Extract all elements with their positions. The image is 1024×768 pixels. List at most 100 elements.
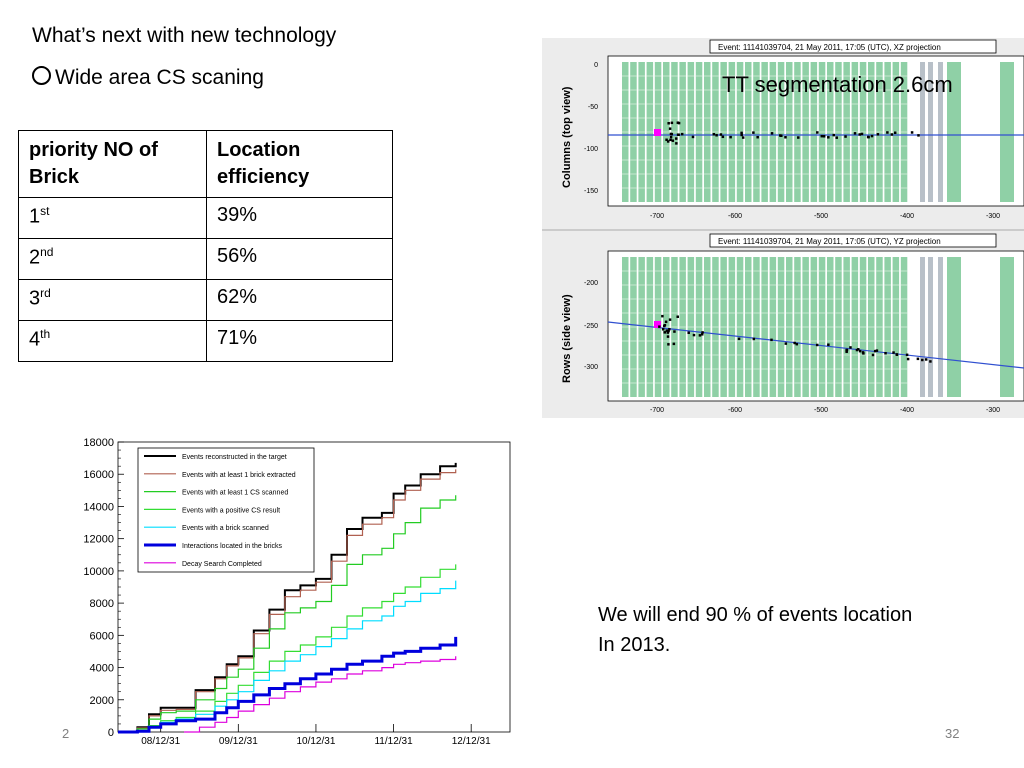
series-line	[118, 495, 457, 733]
spectrometer-plane	[920, 257, 925, 397]
hit-point	[845, 350, 848, 353]
svg-text:-700: -700	[650, 407, 664, 414]
hit-point	[670, 121, 674, 125]
yz-projection-pane: Event: 11141039704, 21 May 2011, 17:05 (…	[561, 233, 1024, 414]
hit-point	[712, 132, 716, 136]
priority-table: priority NO of Brick Location efficiency…	[18, 130, 393, 362]
hit-point	[715, 134, 718, 137]
spectrometer-plane	[920, 62, 925, 202]
slide-title: What’s next with new technology	[32, 24, 337, 47]
y-tick-label: 6000	[90, 630, 114, 642]
conclusion-text: We will end 90 % of events location In 2…	[598, 600, 912, 660]
hit-point	[770, 132, 774, 135]
table-row: 4th 71%	[18, 320, 393, 362]
series-line	[118, 469, 457, 733]
series-line	[184, 656, 457, 733]
spectrometer-plane	[928, 257, 933, 397]
legend-entry: Decay Search Completed	[182, 561, 262, 568]
hit-point	[873, 349, 877, 353]
legend-entry: Events with a brick scanned	[182, 525, 269, 532]
legend-entry: Events with a positive CS result	[182, 507, 280, 514]
hit-point	[860, 132, 864, 136]
hit-point	[668, 318, 672, 321]
vertex-marker	[654, 129, 661, 136]
svg-text:-600: -600	[728, 407, 742, 414]
hit-point	[675, 137, 678, 140]
hit-point	[871, 353, 875, 357]
y-tick-label: 12000	[83, 534, 114, 546]
hit-point	[917, 134, 920, 137]
hit-point	[816, 131, 819, 134]
hit-point	[671, 139, 675, 142]
svg-text:-300: -300	[986, 407, 1000, 414]
hit-point	[661, 328, 665, 331]
detector-wall	[947, 62, 961, 202]
hit-point	[673, 330, 676, 333]
bullet-text: Wide area CS scaning	[55, 66, 264, 89]
hit-point	[857, 348, 860, 351]
conclusion-line-1: We will end 90 % of events location	[598, 604, 913, 626]
hit-point	[658, 325, 661, 328]
hit-point	[666, 331, 670, 334]
hit-point	[845, 348, 849, 352]
bottom-pane-title: Event: 11141039704, 21 May 2011, 17:05 (…	[718, 237, 941, 246]
svg-text:-600: -600	[728, 213, 742, 220]
priority-cell: 4th	[18, 320, 207, 362]
hit-point	[668, 327, 671, 331]
y-tick-label: 14000	[83, 501, 114, 513]
hit-point	[663, 331, 667, 334]
table-row: 2nd 56%	[18, 238, 393, 280]
page-number: 32	[945, 726, 960, 741]
hit-point	[691, 135, 695, 139]
hit-point	[680, 132, 684, 136]
svg-text:-150: -150	[584, 188, 598, 195]
hit-point	[700, 333, 704, 336]
efficiency-cell: 56%	[206, 238, 393, 280]
svg-text:-100: -100	[584, 146, 598, 153]
hit-point	[858, 133, 861, 136]
hit-point	[853, 132, 857, 135]
hit-point	[875, 349, 879, 352]
y-tick-label: 16000	[83, 469, 114, 481]
x-tick-label: 10/12/31	[296, 736, 335, 747]
vertex-marker-side	[654, 321, 661, 328]
top-y-label: Columns (top view)	[561, 86, 573, 188]
header-efficiency: Location efficiency	[206, 130, 393, 198]
hit-point	[701, 331, 704, 334]
svg-text:-250: -250	[584, 323, 598, 330]
x-tick-label: 08/12/31	[141, 736, 180, 747]
efficiency-cell: 71%	[206, 320, 393, 362]
hit-point	[666, 335, 670, 338]
hit-point	[779, 134, 782, 137]
hit-point	[827, 343, 830, 346]
table-row: 3rd 62%	[18, 279, 393, 321]
hit-point	[677, 133, 680, 137]
hit-point	[664, 320, 668, 324]
hit-point	[890, 133, 894, 136]
hit-point	[752, 337, 756, 341]
hit-point	[929, 360, 932, 363]
hit-point	[827, 136, 830, 139]
efficiency-cell: 62%	[206, 279, 393, 321]
bottom-y-label: Rows (side view)	[561, 294, 573, 383]
legend-entry: Events with at least 1 CS scanned	[182, 490, 288, 497]
hit-point	[844, 135, 847, 138]
header-priority: priority NO of Brick	[18, 130, 207, 198]
hit-point	[675, 142, 678, 145]
x-tick-label: 12/12/31	[452, 736, 491, 747]
tt-segmentation-label: TT segmentation 2.6cm	[722, 72, 953, 97]
hit-point	[832, 133, 836, 137]
series-line	[118, 636, 458, 734]
hit-point	[855, 348, 859, 352]
hit-point	[756, 135, 759, 139]
hit-point	[665, 329, 669, 332]
legend-entry: Events with at least 1 brick extracted	[182, 472, 296, 479]
table-row: 1st 39%	[18, 197, 393, 239]
hit-point	[924, 358, 928, 361]
hit-point	[895, 353, 899, 356]
hit-point	[721, 135, 725, 139]
hit-point	[784, 342, 788, 345]
hit-point	[815, 343, 819, 347]
svg-text:0: 0	[594, 62, 598, 69]
footer-left: 2	[62, 726, 70, 741]
